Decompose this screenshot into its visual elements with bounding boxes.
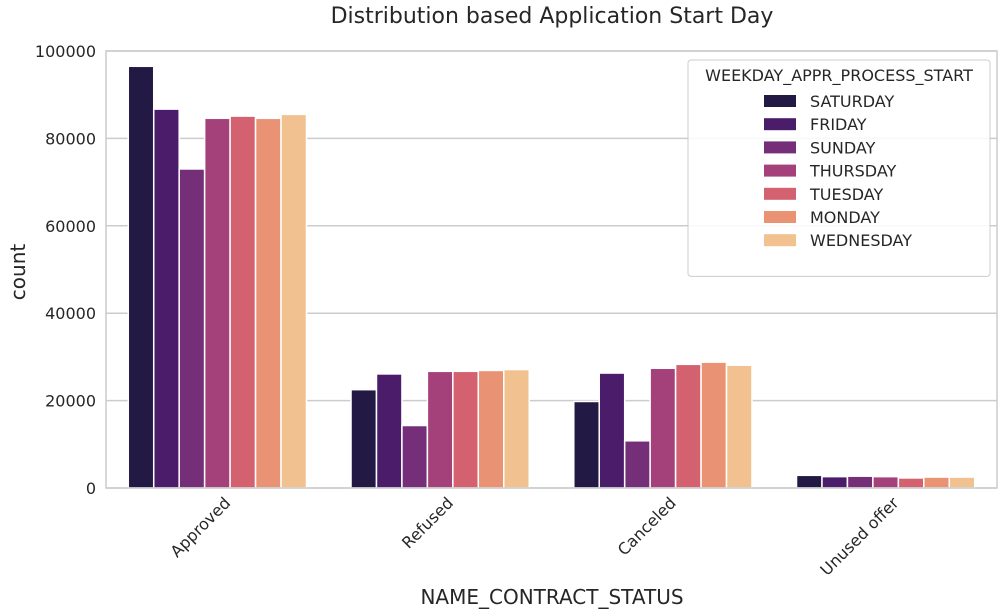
bar-refused-wednesday	[503, 368, 530, 489]
legend-swatch	[764, 211, 796, 223]
bar-refused-monday	[477, 369, 505, 489]
y-tick-label: 40000	[45, 304, 96, 323]
plot-frame	[105, 50, 998, 489]
y-axis-label: count	[6, 244, 30, 301]
legend-swatch	[764, 164, 796, 177]
bar-refused-thursday	[426, 370, 454, 489]
bar-unused-offer-friday	[821, 475, 849, 489]
bar-approved-wednesday	[280, 113, 308, 489]
bar-approved-thursday	[203, 117, 231, 489]
legend-entry-label: FRIDAY	[810, 115, 867, 134]
y-tick-label: 100000	[35, 42, 96, 61]
legend-entry-label: SUNDAY	[810, 138, 876, 157]
bar-approved-tuesday	[229, 115, 257, 489]
bar-refused-tuesday	[452, 370, 480, 489]
bar-canceled-tuesday	[674, 363, 702, 489]
legend-entries: SATURDAY FRIDAY SUNDAY THURSDAY TUESDAY MONDA…	[764, 92, 912, 250]
legend-entry-label: THURSDAY	[809, 162, 897, 181]
y-axis-ticks: 0 20000 40000 60000 80000 100000	[35, 42, 96, 498]
x-tick-label: Approved	[166, 493, 234, 561]
bar-canceled-monday	[700, 361, 728, 489]
legend-box	[687, 59, 991, 277]
legend-entry-label: WEDNESDAY	[810, 231, 912, 250]
legend-swatch	[764, 187, 796, 200]
bar-unused-offer-monday	[923, 476, 951, 489]
y-tick-label: 80000	[45, 129, 96, 148]
y-tick-label: 0	[86, 479, 96, 498]
legend-swatch	[764, 141, 796, 154]
bar-unused-offer-wednesday	[948, 476, 976, 489]
legend-entry-label: TUESDAY	[809, 185, 883, 204]
bar-canceled-wednesday	[725, 364, 753, 489]
bar-canceled-saturday	[573, 400, 600, 489]
bar-refused-saturday	[350, 388, 378, 489]
x-tick-label: Canceled	[614, 493, 680, 559]
bar-unused-offer-sunday	[846, 475, 874, 489]
legend-swatch	[764, 95, 796, 107]
bar-approved-sunday	[178, 168, 206, 489]
bar-refused-friday	[375, 373, 403, 489]
x-tick-label: Refused	[398, 493, 457, 552]
bars	[127, 65, 976, 489]
y-tick-label: 60000	[45, 217, 96, 236]
legend-entry-label: SATURDAY	[810, 92, 895, 111]
bar-unused-offer-saturday	[795, 474, 823, 489]
y-tick-label: 20000	[45, 392, 96, 411]
bar-canceled-sunday	[623, 440, 651, 489]
legend-entry-label: MONDAY	[810, 208, 880, 227]
x-tick-label: Unused offer	[816, 493, 902, 579]
bar-approved-saturday	[127, 65, 155, 489]
bar-canceled-friday	[598, 372, 626, 489]
legend: WEEKDAY_APPR_PROCESS_START SATURDAY FRIDA…	[687, 59, 991, 277]
chart-title: Distribution based Application Start Day	[331, 4, 774, 29]
bar-canceled-thursday	[649, 367, 677, 489]
bar-refused-sunday	[401, 424, 429, 489]
bar-unused-offer-tuesday	[897, 477, 925, 489]
bar-unused-offer-thursday	[872, 475, 900, 489]
legend-swatch	[764, 234, 796, 247]
x-axis-ticks: Approved Refused Canceled Unused offer	[166, 493, 902, 579]
bar-approved-friday	[152, 108, 180, 489]
legend-title: WEEKDAY_APPR_PROCESS_START	[705, 66, 973, 86]
x-axis-label: NAME_CONTRACT_STATUS	[420, 585, 683, 609]
legend-swatch	[764, 118, 796, 131]
bar-approved-monday	[254, 117, 282, 489]
